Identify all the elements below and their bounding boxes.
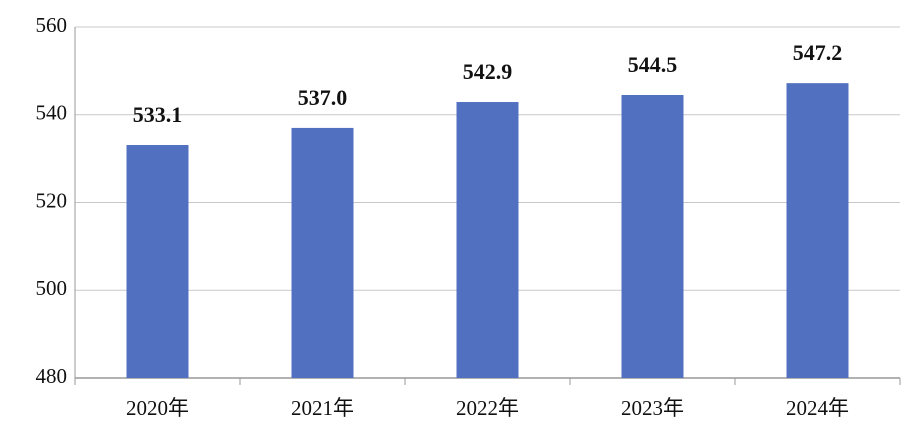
y-tick-label: 560 — [36, 13, 68, 37]
bar — [786, 83, 849, 378]
x-tick-label: 2022年 — [456, 396, 519, 420]
value-label: 537.0 — [298, 85, 348, 110]
y-tick-label: 520 — [36, 188, 68, 212]
bar — [621, 95, 684, 378]
y-tick-label: 500 — [36, 276, 68, 300]
value-label: 544.5 — [628, 52, 678, 77]
value-label: 547.2 — [793, 40, 843, 65]
value-label: 542.9 — [463, 59, 513, 84]
bar — [456, 102, 519, 379]
x-tick-label: 2020年 — [126, 396, 189, 420]
bar — [126, 145, 189, 378]
y-tick-label: 540 — [36, 101, 68, 125]
x-tick-label: 2024年 — [786, 396, 849, 420]
x-tick-label: 2023年 — [621, 396, 684, 420]
value-label: 533.1 — [133, 102, 183, 127]
x-tick-label: 2021年 — [291, 396, 354, 420]
y-tick-label: 480 — [36, 364, 68, 388]
bar — [291, 127, 354, 378]
